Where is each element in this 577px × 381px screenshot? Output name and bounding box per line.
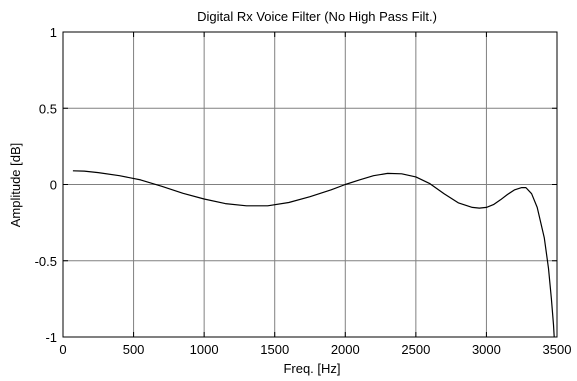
y-tick-label: 1: [50, 25, 57, 40]
grid: [63, 32, 557, 337]
y-axis-title: Amplitude [dB]: [8, 143, 23, 228]
x-tick-label: 3000: [472, 342, 501, 357]
series-line-1: [72, 170, 555, 338]
y-tick-label: 0: [50, 178, 57, 193]
chart-title: Digital Rx Voice Filter (No High Pass Fi…: [197, 9, 437, 24]
y-tick-labels: -1 -0.5 0 0.5 1: [35, 25, 57, 345]
axis-ticks: [62, 31, 558, 338]
x-axis-title: Freq. [Hz]: [283, 361, 340, 376]
x-tick-label: 2000: [331, 342, 360, 357]
x-tick-labels: 0 500 1000 1500 2000 2500 3000 3500: [59, 342, 571, 357]
x-tick-label: 500: [123, 342, 145, 357]
x-tick-label: 2500: [401, 342, 430, 357]
x-tick-label: 3500: [543, 342, 572, 357]
y-tick-label: -0.5: [35, 254, 57, 269]
y-tick-label: -1: [45, 330, 57, 345]
x-tick-label: 1500: [260, 342, 289, 357]
y-tick-label: 0.5: [39, 101, 57, 116]
x-tick-label: 0: [59, 342, 66, 357]
series: [72, 170, 555, 338]
x-tick-label: 1000: [190, 342, 219, 357]
